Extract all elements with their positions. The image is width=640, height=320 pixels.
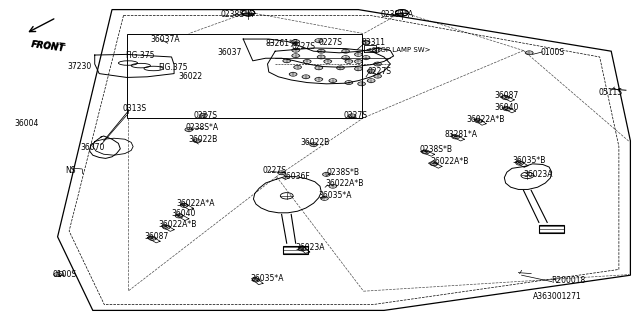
- Text: 0227S: 0227S: [291, 42, 315, 51]
- Text: 36023A: 36023A: [296, 243, 325, 252]
- Text: 36022A*B: 36022A*B: [325, 180, 364, 188]
- Text: 0511S: 0511S: [598, 88, 623, 97]
- Text: 0238S*A: 0238S*A: [381, 10, 414, 19]
- Text: 36035*B: 36035*B: [512, 156, 545, 165]
- Text: 0100S: 0100S: [52, 270, 77, 279]
- Text: R200018: R200018: [552, 276, 586, 285]
- Text: 83281*A: 83281*A: [445, 130, 478, 139]
- Text: 36035*A: 36035*A: [251, 274, 284, 283]
- Text: FRONT: FRONT: [31, 40, 66, 52]
- Text: 83261*B: 83261*B: [266, 39, 299, 48]
- Text: 0227S: 0227S: [262, 166, 287, 175]
- Text: 0238S*A: 0238S*A: [186, 123, 219, 132]
- Text: 36035*A: 36035*A: [318, 191, 351, 200]
- Text: 36040: 36040: [172, 209, 196, 218]
- Text: 0313S: 0313S: [122, 104, 147, 113]
- Text: 36037A: 36037A: [150, 36, 180, 44]
- Text: <STOP LAMP SW>: <STOP LAMP SW>: [366, 47, 431, 52]
- Text: 0100S: 0100S: [541, 48, 565, 57]
- Text: 36022B: 36022B: [301, 138, 330, 147]
- Text: 36004: 36004: [14, 119, 38, 128]
- Text: 36087: 36087: [144, 232, 168, 241]
- Text: 36022B: 36022B: [189, 135, 218, 144]
- Text: 83311: 83311: [362, 38, 385, 47]
- Text: 0238S*A: 0238S*A: [221, 10, 254, 19]
- Text: 0238S*B: 0238S*B: [419, 145, 452, 154]
- Text: 36037: 36037: [218, 48, 242, 57]
- Text: FIG.375: FIG.375: [159, 63, 188, 72]
- Text: 36022A*A: 36022A*A: [176, 199, 214, 208]
- Text: 0238S*B: 0238S*B: [326, 168, 360, 177]
- Text: 0227S: 0227S: [193, 111, 218, 120]
- Text: 36036F: 36036F: [282, 172, 310, 181]
- Text: 37230: 37230: [67, 62, 92, 71]
- Text: 36070: 36070: [80, 143, 104, 152]
- Text: 36022A*B: 36022A*B: [466, 115, 504, 124]
- Text: 0227S: 0227S: [344, 111, 367, 120]
- Text: 36023A: 36023A: [524, 170, 553, 179]
- Text: 0227S: 0227S: [368, 67, 392, 76]
- Text: 36022A*B: 36022A*B: [159, 220, 197, 229]
- Text: A363001271: A363001271: [532, 292, 581, 301]
- Text: 36040: 36040: [494, 103, 518, 112]
- Text: 0227S: 0227S: [318, 38, 342, 47]
- Text: FIG.375: FIG.375: [125, 51, 154, 60]
- Text: 36022: 36022: [178, 72, 202, 81]
- Text: 36022A*B: 36022A*B: [430, 157, 468, 166]
- Text: NS: NS: [65, 166, 76, 175]
- Text: FRONT: FRONT: [31, 40, 66, 53]
- Text: 36087: 36087: [494, 92, 518, 100]
